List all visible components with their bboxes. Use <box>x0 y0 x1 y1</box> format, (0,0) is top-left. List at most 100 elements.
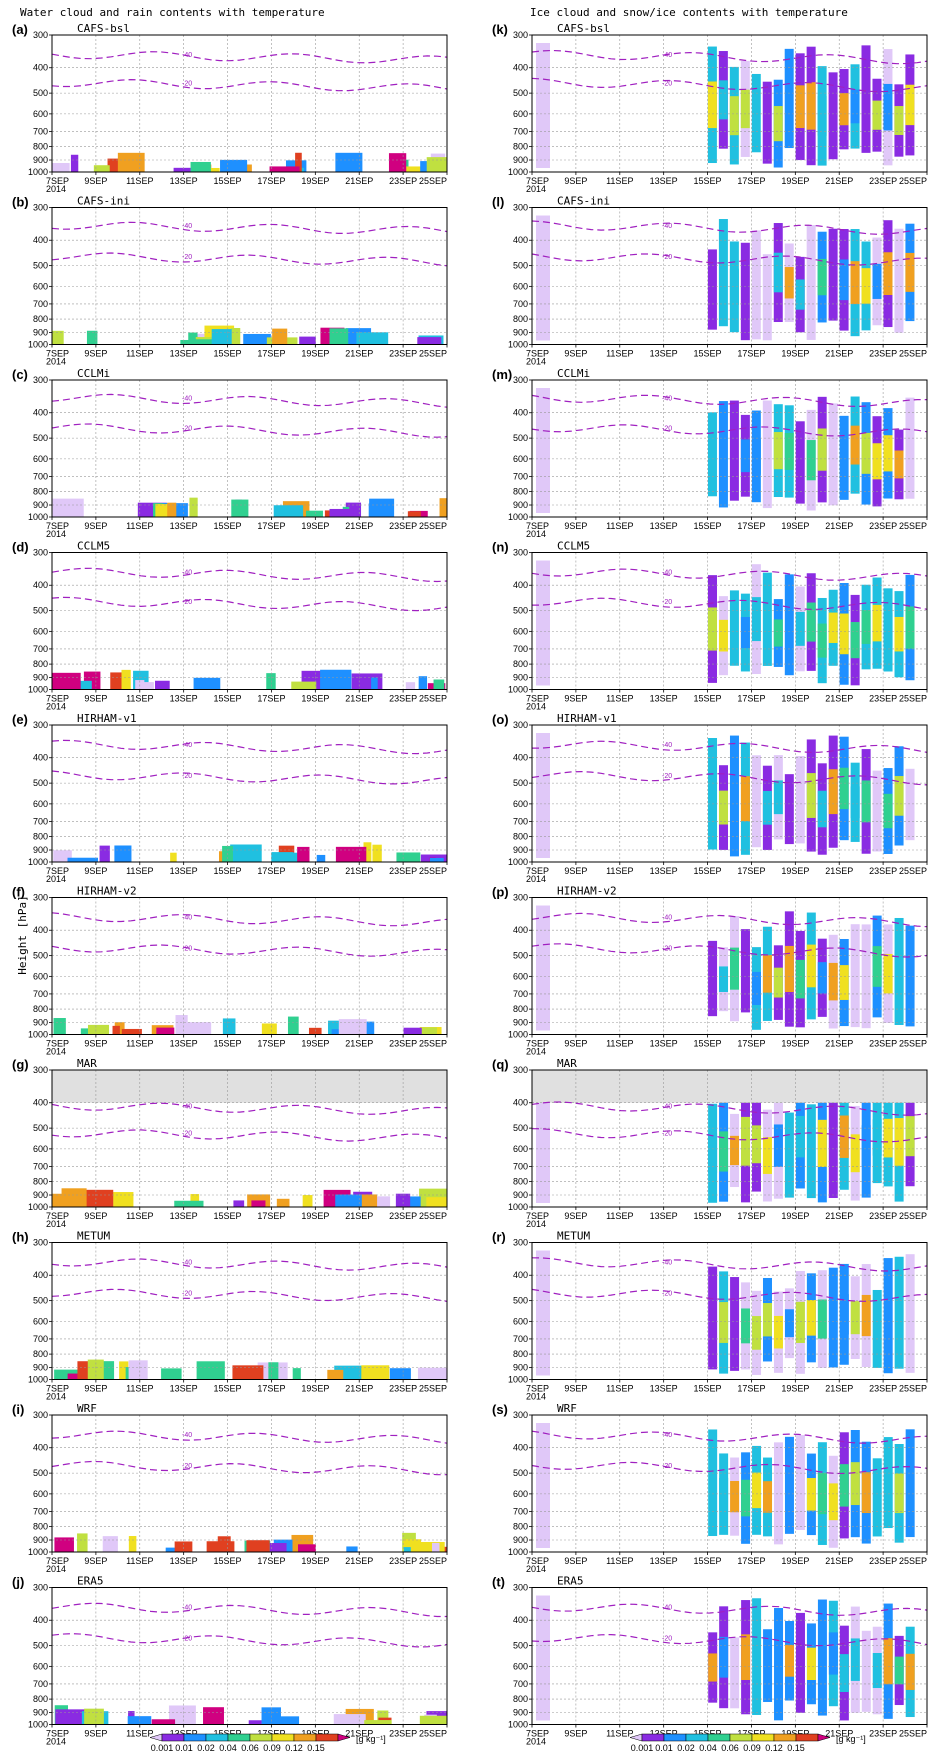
y-tick-label: 1000 <box>508 857 528 867</box>
y-tick-label: 900 <box>513 1708 528 1718</box>
content-cell <box>86 330 98 345</box>
y-tick-label: 600 <box>33 1144 48 1154</box>
panel-model-name: METUM <box>557 1230 590 1243</box>
x-tick-label: 23SEP <box>869 1211 897 1221</box>
plot-area <box>532 725 927 862</box>
x-tick-label: 2014 <box>526 1219 546 1229</box>
x-tick-label: 23SEP <box>869 866 897 876</box>
content-cell <box>817 95 827 136</box>
content-cell <box>196 1361 225 1380</box>
content-cell <box>54 1369 80 1380</box>
content-cell <box>246 1540 270 1552</box>
y-tick-label: 300 <box>33 893 48 903</box>
x-tick-label: 21SEP <box>345 1039 373 1049</box>
panel-model-name: CCLMi <box>557 367 590 380</box>
x-tick-label: 7SEP <box>526 521 549 531</box>
content-cell <box>230 844 262 862</box>
content-field <box>536 43 915 168</box>
x-tick-label: 13SEP <box>650 1729 678 1739</box>
y-tick-label: 500 <box>33 433 48 443</box>
x-tick-label: 13SEP <box>650 349 678 359</box>
y-tick-label: 700 <box>33 1506 48 1516</box>
content-cell <box>719 966 729 992</box>
y-tick-label: 400 <box>33 63 48 73</box>
x-tick-label: 15SEP <box>694 866 722 876</box>
y-tick-label: 800 <box>513 1349 528 1359</box>
y-tick-label: 1000 <box>28 685 48 695</box>
content-cell <box>405 682 416 690</box>
x-tick-label: 23SEP <box>869 1384 897 1394</box>
content-cell <box>278 1716 300 1725</box>
x-tick-label: 17SEP <box>257 694 285 704</box>
content-cell <box>536 560 550 686</box>
y-tick-label: 800 <box>33 1522 48 1532</box>
content-cell <box>161 1368 182 1380</box>
content-cell <box>850 786 860 819</box>
colorbar-level: 0.01 <box>655 1743 673 1753</box>
x-tick-label: 11SEP <box>126 1729 153 1739</box>
content-cell <box>335 152 363 172</box>
y-tick-label: 500 <box>33 1641 48 1651</box>
content-cell <box>184 1022 212 1035</box>
content-cell <box>828 72 838 160</box>
plot-frame <box>51 1587 448 1725</box>
isotherm-line <box>51 739 448 755</box>
x-tick-label: 9SEP <box>84 694 107 704</box>
content-field <box>536 215 915 341</box>
content-cell <box>894 228 904 333</box>
isotherm-label: -20 <box>182 1290 192 1297</box>
plot-frame <box>531 724 928 863</box>
content-cell <box>426 1197 447 1207</box>
x-tick-label: 19SEP <box>301 176 329 186</box>
y-tick-label: 900 <box>33 1190 48 1200</box>
colorbar-swatch <box>795 1733 819 1742</box>
content-cell <box>536 1595 550 1721</box>
isotherm-label: -20 <box>662 599 672 606</box>
x-tick-label: 25SEP <box>419 1729 447 1739</box>
content-cell <box>193 339 225 345</box>
x-tick-label: 19SEP <box>781 1211 809 1221</box>
content-cell <box>773 619 783 647</box>
content-cell <box>363 1021 375 1035</box>
content-cell <box>806 225 816 340</box>
content-cell <box>67 857 99 862</box>
panel-model-name: CCLM5 <box>557 540 590 553</box>
y-tick-label: 600 <box>33 1489 48 1499</box>
y-tick-label: 600 <box>513 1489 528 1499</box>
content-cell <box>87 1359 104 1380</box>
x-tick-label: 21SEP <box>345 1211 373 1221</box>
x-tick-label: 23SEP <box>389 1556 417 1566</box>
y-tick-label: 600 <box>33 109 48 119</box>
content-cell <box>230 327 241 345</box>
x-tick-label: 9SEP <box>564 1384 587 1394</box>
colorbar-swatch <box>205 1733 229 1742</box>
colorbar-level: 0.15 <box>787 1743 805 1753</box>
colorbar-arrow <box>817 1733 831 1742</box>
content-cell <box>719 1302 729 1343</box>
x-tick-label: 25SEP <box>419 1556 447 1566</box>
x-tick-label: 11SEP <box>126 866 153 876</box>
panel-letter: (f) <box>12 885 25 900</box>
y-tick-label: 300 <box>513 720 528 730</box>
content-cell <box>536 1078 550 1203</box>
x-tick-label: 9SEP <box>564 1039 587 1049</box>
x-tick-label: 15SEP <box>214 521 242 531</box>
content-cell <box>905 1429 915 1538</box>
x-tick-label: 13SEP <box>650 521 678 531</box>
masked-region <box>532 1070 927 1103</box>
y-tick-label: 700 <box>513 299 528 309</box>
y-tick-label: 600 <box>33 971 48 981</box>
y-tick-label: 500 <box>33 1123 48 1133</box>
content-cell <box>155 504 169 517</box>
y-tick-label: 900 <box>513 328 528 338</box>
isotherm-label: -20 <box>182 773 192 780</box>
content-cell <box>806 944 816 988</box>
content-cell <box>905 768 915 841</box>
content-cell <box>729 400 739 501</box>
content-cell <box>762 254 772 341</box>
isotherm-label: -20 <box>662 945 672 952</box>
content-cell <box>762 1137 772 1174</box>
content-cell <box>220 159 248 172</box>
